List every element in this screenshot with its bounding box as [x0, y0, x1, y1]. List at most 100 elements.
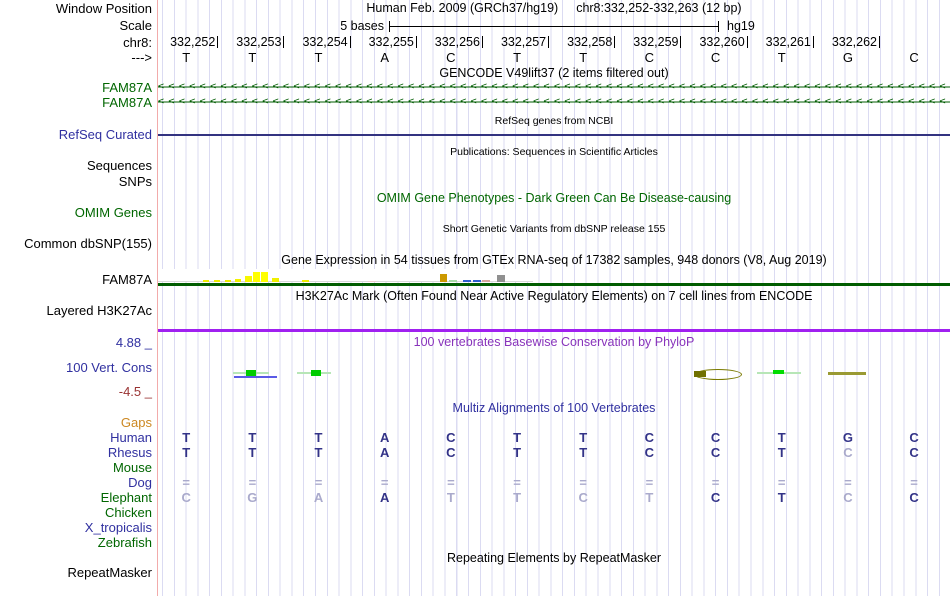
- gtex-expression-bar[interactable]: [225, 280, 231, 282]
- refseq-track-line[interactable]: [158, 134, 950, 136]
- alignment-base-human[interactable]: T: [513, 430, 522, 445]
- gene-label-fam87a-2[interactable]: FAM87A: [102, 95, 152, 110]
- gtex-expression-bar[interactable]: [203, 280, 209, 282]
- ruler-position-label[interactable]: 332,253: [209, 36, 285, 49]
- phylop-box-mark[interactable]: [773, 370, 784, 374]
- alignment-row-label-rhesus[interactable]: Rhesus: [107, 445, 152, 460]
- alignment-base-dog[interactable]: =: [844, 475, 852, 490]
- alignment-base-human[interactable]: C: [446, 430, 456, 445]
- gene-model-fam87a-2[interactable]: <<<<<<<<<<<<<<<<<<<<<<<<<<<<<<<<<<<<<<<<…: [158, 97, 950, 107]
- track-label-common-dbsnp[interactable]: Common dbSNP(155): [24, 236, 152, 251]
- alignment-base-dog[interactable]: =: [447, 475, 455, 490]
- alignment-row-label-human[interactable]: Human: [110, 430, 152, 445]
- ruler-base-letter[interactable]: T: [314, 50, 323, 65]
- ruler-base-letter[interactable]: T: [513, 50, 522, 65]
- alignment-base-human[interactable]: C: [644, 430, 655, 445]
- ruler-position-label[interactable]: 332,254: [276, 36, 351, 49]
- alignment-base-human[interactable]: G: [842, 430, 853, 445]
- alignment-base-elephant[interactable]: C: [181, 490, 191, 505]
- alignment-base-elephant[interactable]: C: [710, 490, 721, 505]
- gtex-expression-bar[interactable]: [368, 281, 376, 282]
- ruler-position-label[interactable]: 332,261: [739, 36, 814, 49]
- alignment-base-dog[interactable]: =: [910, 475, 918, 490]
- phylop-line-mark[interactable]: [828, 372, 866, 375]
- track-label-refseq-curated[interactable]: RefSeq Curated: [58, 127, 152, 142]
- gene-model-fam87a-1[interactable]: <<<<<<<<<<<<<<<<<<<<<<<<<<<<<<<<<<<<<<<<…: [158, 82, 950, 92]
- alignment-base-rhesus[interactable]: T: [248, 445, 257, 460]
- gtex-expression-bar[interactable]: [482, 280, 490, 282]
- alignment-row-label-chicken[interactable]: Chicken: [105, 505, 152, 520]
- ruler-base-letter[interactable]: A: [380, 50, 390, 65]
- alignment-base-rhesus[interactable]: A: [380, 445, 390, 460]
- alignment-base-rhesus[interactable]: C: [909, 445, 919, 460]
- alignment-base-dog[interactable]: =: [579, 475, 588, 490]
- phylop-line-mark[interactable]: [234, 376, 277, 378]
- alignment-base-dog[interactable]: =: [182, 475, 190, 490]
- alignment-base-elephant[interactable]: T: [513, 490, 522, 505]
- track-label-layered-h3k27ac[interactable]: Layered H3K27Ac: [46, 303, 152, 318]
- ruler-base-letter[interactable]: C: [710, 50, 721, 65]
- alignment-row-label-elephant[interactable]: Elephant: [100, 490, 152, 505]
- alignment-base-elephant[interactable]: G: [247, 490, 258, 505]
- alignment-row-label-x-tropicalis[interactable]: X_tropicalis: [84, 520, 152, 535]
- alignment-base-human[interactable]: T: [248, 430, 257, 445]
- gtex-expression-bar[interactable]: [235, 279, 241, 282]
- ruler-base-letter[interactable]: G: [842, 50, 853, 65]
- alignment-base-elephant[interactable]: A: [313, 490, 324, 505]
- alignment-base-elephant[interactable]: T: [777, 490, 786, 505]
- alignment-base-rhesus[interactable]: T: [513, 445, 522, 460]
- alignment-base-rhesus[interactable]: T: [182, 445, 191, 460]
- track-label-sequences[interactable]: Sequences: [86, 158, 152, 173]
- alignment-base-dog[interactable]: =: [380, 475, 389, 490]
- alignment-base-rhesus[interactable]: T: [777, 445, 786, 460]
- alignment-base-human[interactable]: T: [182, 430, 191, 445]
- alignment-base-dog[interactable]: =: [513, 475, 521, 490]
- gtex-expression-bar[interactable]: [463, 280, 471, 282]
- phylop-box-mark[interactable]: [694, 371, 706, 377]
- alignment-base-dog[interactable]: =: [248, 475, 257, 490]
- alignment-base-dog[interactable]: =: [314, 475, 323, 490]
- alignment-base-rhesus[interactable]: C: [644, 445, 655, 460]
- h3k27ac-track-line[interactable]: [158, 329, 950, 332]
- alignment-base-human[interactable]: T: [777, 430, 786, 445]
- gtex-expression-bar[interactable]: [449, 280, 457, 282]
- alignment-row-label-gaps[interactable]: Gaps: [120, 415, 152, 430]
- ruler-position-label[interactable]: 332,256: [408, 36, 483, 49]
- ruler-position-label[interactable]: 332,257: [474, 36, 550, 49]
- ruler-base-letter[interactable]: C: [644, 50, 655, 65]
- gtex-expression-bar[interactable]: [261, 272, 268, 282]
- alignment-base-elephant[interactable]: C: [843, 490, 853, 505]
- gtex-expression-bar[interactable]: [473, 280, 481, 282]
- phylop-box-mark[interactable]: [311, 370, 321, 376]
- gtex-expression-bar[interactable]: [272, 278, 279, 282]
- track-label-repeatmasker[interactable]: RepeatMasker: [67, 565, 152, 580]
- alignment-base-rhesus[interactable]: C: [843, 445, 853, 460]
- track-label-100-vert-cons[interactable]: 100 Vert. Cons: [66, 360, 152, 375]
- gtex-expression-bar[interactable]: [302, 280, 309, 282]
- alignment-base-dog[interactable]: =: [645, 475, 654, 490]
- gene-label-fam87a-1[interactable]: FAM87A: [102, 80, 152, 95]
- ruler-position-label[interactable]: 332,259: [606, 36, 682, 49]
- alignment-row-label-zebrafish[interactable]: Zebrafish: [97, 535, 152, 550]
- alignment-base-rhesus[interactable]: C: [710, 445, 721, 460]
- phylop-box-mark[interactable]: [246, 370, 256, 376]
- track-label-snps[interactable]: SNPs: [118, 174, 152, 189]
- alignment-base-rhesus[interactable]: T: [579, 445, 588, 460]
- gtex-expression-bar[interactable]: [214, 280, 220, 282]
- ruler-base-letter[interactable]: T: [777, 50, 786, 65]
- alignment-row-label-mouse[interactable]: Mouse: [112, 460, 152, 475]
- alignment-base-elephant[interactable]: T: [446, 490, 455, 505]
- ruler-position-label[interactable]: 332,252: [143, 36, 219, 49]
- alignment-base-human[interactable]: C: [710, 430, 721, 445]
- ruler-position-label[interactable]: 332,260: [673, 36, 748, 49]
- alignment-row-label-dog[interactable]: Dog: [128, 475, 152, 490]
- track-label-omim-genes[interactable]: OMIM Genes: [74, 205, 152, 220]
- gtex-expression-bar[interactable]: [253, 272, 260, 282]
- alignment-base-elephant[interactable]: T: [645, 490, 654, 505]
- ruler-position-label[interactable]: 332,258: [540, 36, 616, 49]
- alignment-base-elephant[interactable]: C: [909, 490, 919, 505]
- ruler-base-letter[interactable]: C: [446, 50, 456, 65]
- alignment-base-dog[interactable]: =: [777, 475, 786, 490]
- gtex-gene-line[interactable]: [158, 283, 950, 286]
- ruler-position-label[interactable]: 332,262: [805, 36, 880, 49]
